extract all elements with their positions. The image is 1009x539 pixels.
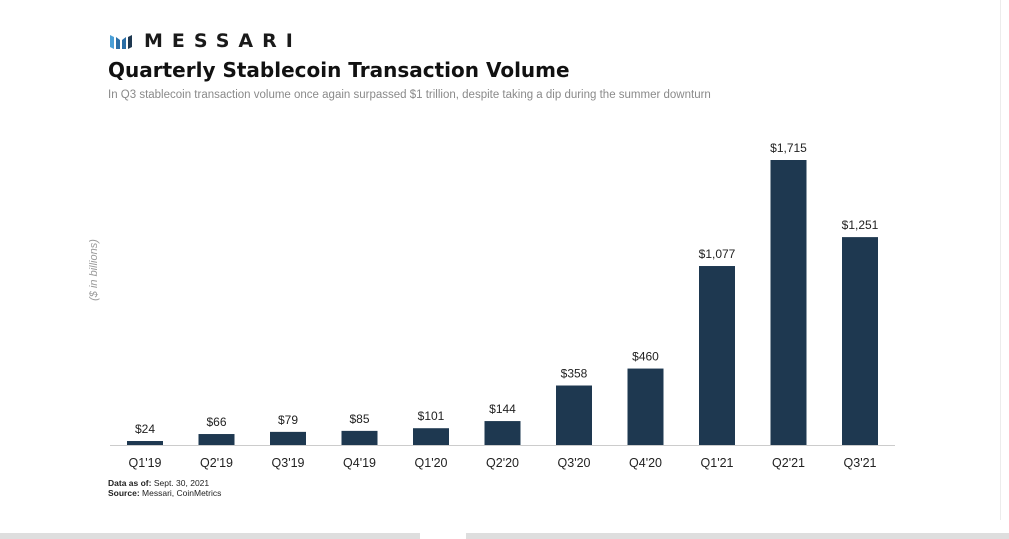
x-tick-label-Q4'20: Q4'20: [629, 456, 662, 470]
source-value: Messari, CoinMetrics: [142, 488, 222, 498]
bar-Q3'21: [842, 237, 878, 445]
chart-title: Quarterly Stablecoin Transaction Volume: [108, 58, 570, 82]
data-label-Q2'21: $1,715: [770, 141, 807, 155]
chart-notes: Data as of: Sept. 30, 2021 Source: Messa…: [108, 478, 221, 498]
x-tick-label-Q2'19: Q2'19: [200, 456, 233, 470]
bar-Q2'19: [198, 434, 235, 445]
data-label-Q4'20: $460: [632, 350, 659, 364]
data-label-Q4'19: $85: [349, 412, 369, 426]
chart-subtitle: In Q3 stablecoin transaction volume once…: [108, 89, 711, 101]
bar-Q1'19: [127, 441, 163, 445]
x-tick-label-Q1'20: Q1'20: [415, 456, 448, 470]
x-tick-label-Q3'19: Q3'19: [272, 456, 305, 470]
source-label: Source:: [108, 488, 140, 498]
data-as-of-value: Sept. 30, 2021: [153, 478, 210, 488]
data-label-Q3'21: $1,251: [842, 218, 879, 232]
messari-mark-icon: [110, 35, 132, 49]
brand-logo: MESSARI: [110, 30, 302, 52]
bar-Q3'20: [556, 385, 592, 445]
x-tick-label-Q1'19: Q1'19: [129, 456, 162, 470]
bar-Q4'19: [341, 430, 378, 445]
scroll-gap: [420, 533, 466, 539]
x-tick-label-Q2'21: Q2'21: [772, 456, 805, 470]
data-as-of-label: Data as of:: [108, 478, 152, 488]
bar-Q1'20: [413, 428, 449, 445]
bar-chart: $24 Q1'19 $66 Q2'19 $79 Q3'19 $85 Q4'19 $101 Q1'2…: [110, 141, 895, 470]
source-line: Source: Messari, CoinMetrics: [108, 488, 221, 498]
bar-Q1'21: [699, 266, 735, 445]
bar-Q4'20: [627, 368, 664, 445]
data-label-Q2'20: $144: [489, 402, 516, 416]
bottom-scroll-strip: [0, 533, 1009, 539]
x-tick-label-Q2'20: Q2'20: [486, 456, 519, 470]
data-label-Q3'19: $79: [278, 413, 298, 427]
data-label-Q2'19: $66: [206, 415, 226, 429]
data-label-Q1'21: $1,077: [699, 247, 736, 261]
bar-Q3'19: [270, 431, 306, 445]
chart-card: MESSARI Quarterly Stablecoin Transaction…: [88, 0, 1001, 520]
brand-name: MESSARI: [144, 30, 302, 52]
data-as-of-line: Data as of: Sept. 30, 2021: [108, 478, 221, 488]
x-tick-label-Q3'20: Q3'20: [558, 456, 591, 470]
bar-Q2'21: [770, 160, 807, 445]
data-label-Q1'19: $24: [135, 422, 155, 436]
x-tick-label-Q4'19: Q4'19: [343, 456, 376, 470]
x-tick-label-Q1'21: Q1'21: [701, 456, 734, 470]
data-label-Q3'20: $358: [561, 367, 588, 381]
bar-Q2'20: [484, 421, 521, 445]
x-tick-label-Q3'21: Q3'21: [844, 456, 877, 470]
data-label-Q1'20: $101: [418, 409, 445, 423]
